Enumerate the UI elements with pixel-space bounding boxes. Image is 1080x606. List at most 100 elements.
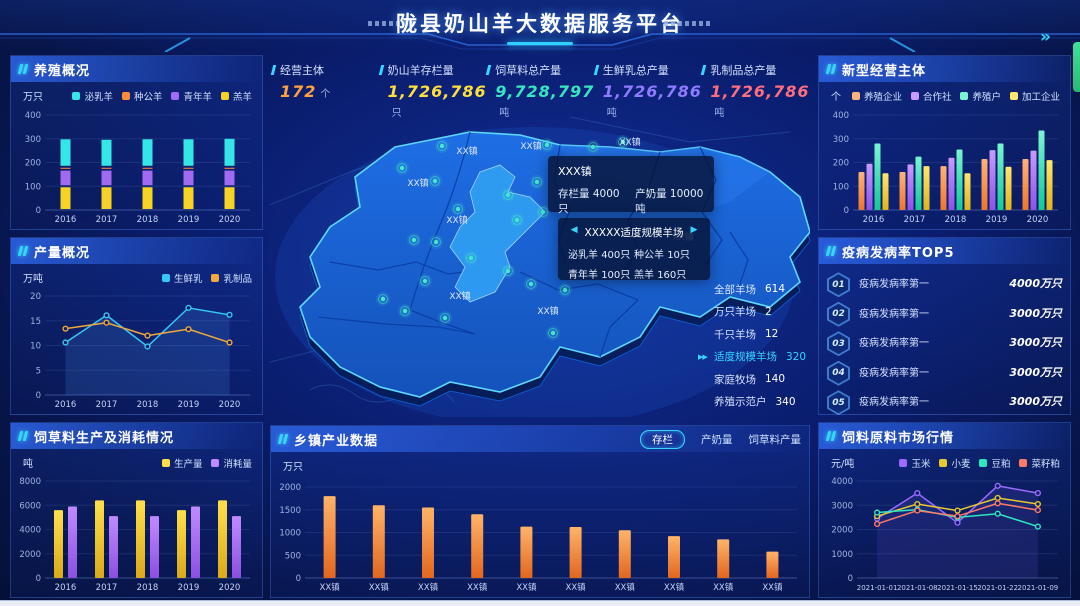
panel-feed-production: 饲草料生产及消耗情况 吨 生产量 消耗量 0 2000 4000 6000 8000 201…	[10, 422, 263, 598]
township-chart[interactable]: 0 500 1000 1500 2000 XX镇 XX镇 XX镇 XX镇 XX镇 XX镇 XX镇 XX镇…	[277, 481, 805, 593]
farm-stat-row[interactable]: 千只羊场 12	[714, 328, 779, 341]
axis-unit: 万只	[23, 92, 43, 103]
svg-text:1000: 1000	[831, 550, 853, 560]
svg-text:2021-01-22: 2021-01-22	[977, 584, 1018, 592]
svg-text:XX镇: XX镇	[369, 582, 390, 593]
double-chevron-icon[interactable]: »	[1040, 27, 1052, 47]
legend-item[interactable]: 青年羊	[171, 89, 212, 103]
title-dash-right	[664, 21, 712, 26]
legend-item[interactable]: 生产量	[161, 456, 202, 470]
legend-item[interactable]: 合作社	[910, 89, 951, 103]
disease-row: 02 疫病发病率第一 3000万只	[827, 300, 1062, 330]
legend-item[interactable]: 玉米	[899, 456, 930, 470]
svg-text:2016: 2016	[55, 400, 77, 410]
svg-text:2016: 2016	[55, 215, 77, 225]
kpi-stats-row: 经营主体 172 个 奶山羊存栏量 1,726,786只 饲草料总产量 9,728…	[270, 58, 810, 119]
stat-dairy-output: 乳制品总产量 1,726,786吨	[701, 58, 810, 119]
axis-unit: 吨	[23, 459, 33, 470]
farm-stat-row[interactable]: 全部羊场 614	[714, 283, 786, 296]
svg-text:2020: 2020	[219, 215, 241, 225]
legend-item[interactable]: 羔羊	[220, 89, 252, 103]
svg-text:0: 0	[848, 574, 853, 584]
axis-unit: 个	[831, 92, 841, 103]
svg-text:500: 500	[285, 551, 301, 561]
highlighted-township[interactable]	[449, 164, 546, 303]
farm-stat-row[interactable]: 万只羊场 2	[714, 305, 772, 319]
tick-icon	[270, 65, 277, 75]
svg-text:XX镇: XX镇	[762, 582, 783, 593]
rank-badge: 03	[827, 331, 850, 357]
svg-text:2019: 2019	[178, 583, 200, 593]
legend-item[interactable]: 小麦	[939, 456, 970, 470]
map-markers[interactable]	[376, 135, 630, 340]
disease-row: 04 疫病发病率第一 3000万只	[827, 359, 1062, 389]
legend-item[interactable]: 乳制品	[211, 271, 252, 285]
svg-text:XX镇: XX镇	[449, 290, 470, 302]
svg-text:2018: 2018	[137, 400, 159, 410]
map-tooltip-town: XXX镇 存栏量 4000只 产奶量 10000吨	[548, 156, 714, 215]
chart-legend: 生鲜乳 乳制品	[161, 271, 252, 285]
farm-stat-row-highlighted[interactable]: ▶▶ 适度规模羊场 320	[698, 350, 807, 364]
entities-chart[interactable]: 0 100 200 300 400 2016 2017 2018 2019 2020	[825, 109, 1066, 225]
svg-text:2021-01-15: 2021-01-15	[937, 584, 978, 592]
breeding-chart[interactable]: 0 100 200 300 400 2016 2017 2018 2019 2020	[17, 109, 258, 225]
farm-stat-row[interactable]: 养殖示范户 340	[714, 395, 796, 409]
panel-township-data: 乡镇产业数据 存栏 产奶量 饲草料产量 万只 0 500 1000 1500 2000 X…	[270, 425, 810, 598]
legend-item[interactable]: 养殖户	[960, 89, 1001, 103]
stat-business-entities: 经营主体 172 个	[270, 58, 380, 108]
svg-text:100: 100	[833, 182, 849, 192]
svg-text:2019: 2019	[986, 215, 1008, 225]
production-chart[interactable]: 0 5 10 15 20 2016 2017 2018 2019 2020	[17, 290, 258, 410]
tab-feed[interactable]: 饲草料产量	[748, 433, 802, 446]
legend-item[interactable]: 豆粕	[979, 456, 1010, 470]
tooltip-town-name: XXX镇	[558, 165, 592, 178]
panel-title: 饲草料生产及消耗情况	[34, 430, 175, 446]
tick-icon	[378, 65, 384, 75]
svg-text:2016: 2016	[863, 215, 885, 225]
next-arrow-icon[interactable]: ▶	[690, 225, 698, 235]
svg-text:2000: 2000	[19, 550, 41, 560]
tab-stock[interactable]: 存栏	[640, 429, 685, 449]
disease-rank-list: 01 疫病发病率第一 4000万只 02 疫病发病率第一 3000万只 03 疫…	[827, 270, 1062, 418]
tooltip-farm-title: XXXXX适度规模羊场	[584, 227, 684, 239]
stat-value: 1,726,786	[710, 82, 810, 101]
disease-row: 05 疫病发病率第一 3000万只	[827, 388, 1062, 418]
panel-title: 产量概况	[34, 245, 91, 261]
svg-text:2021-01-08: 2021-01-08	[897, 584, 938, 592]
svg-text:XX镇: XX镇	[619, 136, 640, 148]
stat-value: 1,726,786	[602, 82, 702, 101]
svg-text:XX镇: XX镇	[615, 582, 636, 593]
panel-header-icon	[825, 246, 837, 256]
scroll-indicator[interactable]	[1073, 42, 1080, 92]
svg-text:0: 0	[36, 206, 41, 216]
rank-badge: 05	[827, 390, 850, 416]
legend-item[interactable]: 生鲜乳	[161, 271, 202, 285]
prev-arrow-icon[interactable]: ◀	[570, 225, 578, 235]
legend-item[interactable]: 种公羊	[121, 89, 162, 103]
svg-text:2021-01-01: 2021-01-01	[857, 584, 898, 592]
legend-item[interactable]: 加工企业	[1009, 89, 1060, 103]
tab-milk[interactable]: 产奶量	[701, 433, 733, 446]
legend-item[interactable]: 泌乳羊	[72, 89, 113, 103]
svg-text:2017: 2017	[96, 215, 118, 225]
svg-text:0: 0	[36, 574, 41, 584]
tick-icon	[701, 65, 707, 75]
svg-text:400: 400	[25, 111, 41, 121]
panel-new-entities: 新型经营主体 个 养殖企业 合作社 养殖户 加工企业 0 100 200 300 400 201…	[818, 55, 1071, 230]
legend-item[interactable]: 养殖企业	[851, 89, 902, 103]
legend-item[interactable]: 菜籽粕	[1019, 456, 1060, 470]
svg-text:2021-01-09: 2021-01-09	[1018, 584, 1059, 592]
panel-production-overview: 产量概况 万吨 生鲜乳 乳制品 0 5 10 15 20 2016 2017 2018 2019 2…	[10, 237, 263, 415]
svg-text:2020: 2020	[219, 583, 241, 593]
stat-feed-output: 饲草料总产量 9,728,797吨	[485, 58, 595, 119]
feed-chart[interactable]: 0 2000 4000 6000 8000 2016 2017 2018 2019 2020	[17, 475, 258, 593]
panel-header-icon	[277, 434, 289, 444]
farm-stat-row[interactable]: 家庭牧场 140	[714, 373, 786, 386]
bottom-edge	[0, 600, 1080, 606]
svg-text:300: 300	[833, 135, 849, 145]
legend-item[interactable]: 消耗量	[211, 456, 252, 470]
panel-feed-market: 饲料原料市场行情 元/吨 玉米 小麦 豆粕 菜籽粕 0 1000 2000 3000 4000…	[818, 422, 1071, 598]
svg-text:2000: 2000	[279, 483, 301, 493]
